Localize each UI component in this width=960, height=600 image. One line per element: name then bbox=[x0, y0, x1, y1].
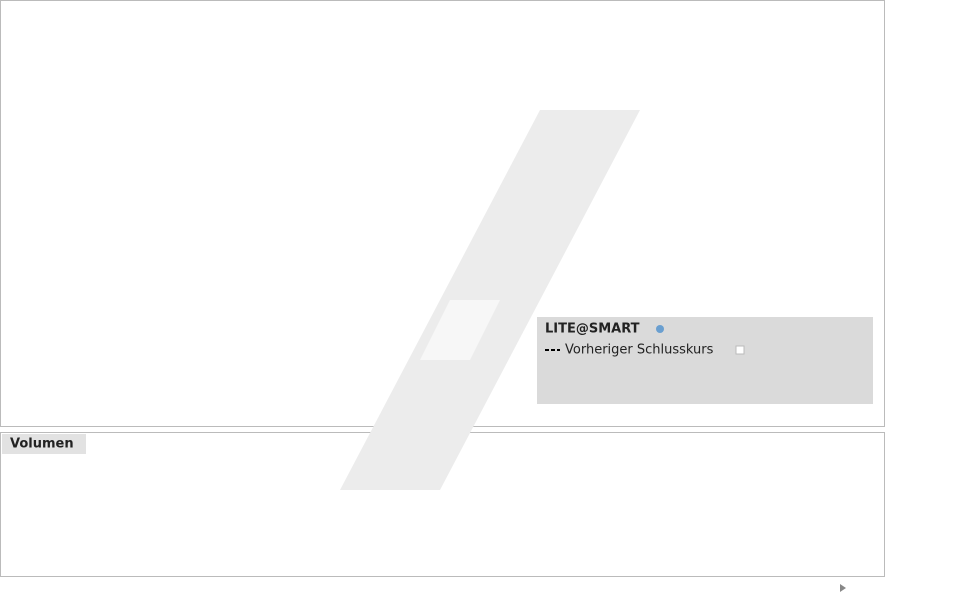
volume-title: Volumen bbox=[10, 437, 74, 452]
frame: Volumen bbox=[0, 0, 885, 592]
globe-icon bbox=[656, 325, 664, 333]
legend-box bbox=[537, 317, 873, 404]
checkbox[interactable] bbox=[735, 345, 745, 355]
legend-label: Vorheriger Schlusskurs bbox=[565, 343, 714, 358]
legend: LITE@SMART Vorheriger Schlusskurs bbox=[537, 317, 873, 404]
volume-title-bg bbox=[2, 434, 86, 454]
watermark-cut bbox=[420, 300, 500, 360]
legend-title: LITE@SMART bbox=[545, 322, 640, 337]
scroll-arrow bbox=[840, 584, 846, 592]
